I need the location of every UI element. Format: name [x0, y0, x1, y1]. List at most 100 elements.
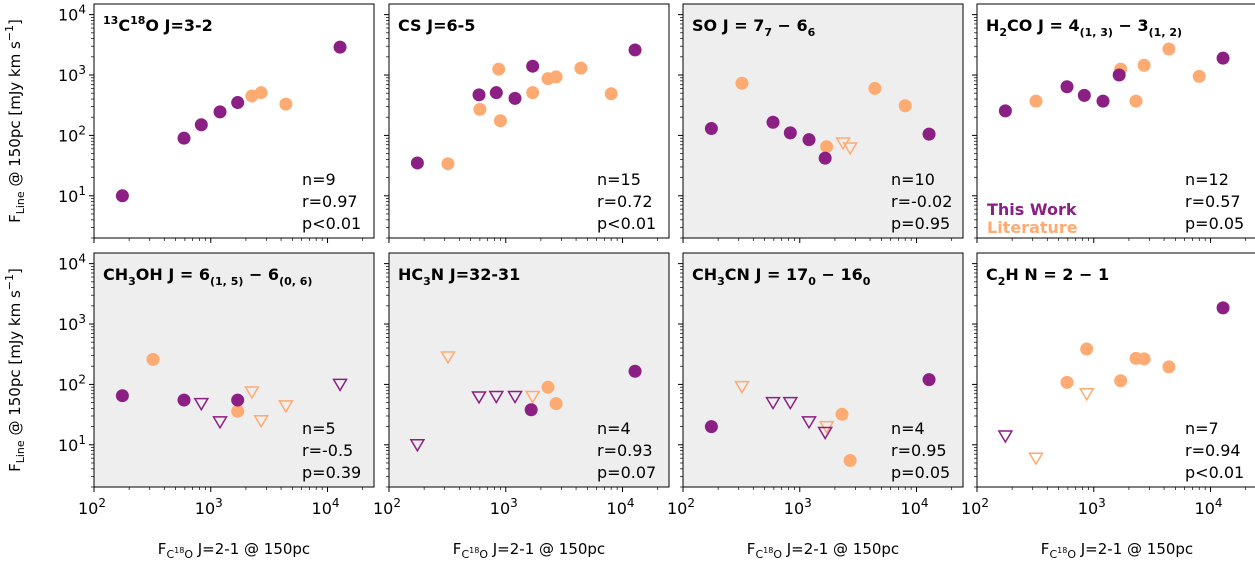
x-axis-label: FC18O J=2-1 @ 150pc [453, 540, 605, 561]
literature-point [1129, 94, 1143, 108]
this-work-point [802, 133, 816, 147]
this-work-point [818, 151, 832, 165]
panel-3: SO J = 77 − 66 n=10 r=-0.02 p=0.95 [678, 3, 964, 243]
stat-r: r=0.95 [891, 441, 947, 460]
x-tick-label: 104 [312, 496, 340, 518]
literature-point [441, 157, 455, 171]
stat-n: n=4 [891, 419, 925, 438]
panel-background [683, 253, 963, 487]
panel-frame [93, 3, 375, 239]
this-work-point [922, 373, 936, 387]
y-axis-label: FLine @ 150pc [mJy km s−1] [3, 268, 27, 472]
literature-point [549, 397, 563, 411]
panel-8: 102 103 104 C2H N = 2 − 1 n=7 r=0.94 p<0.01 [961, 252, 1255, 518]
this-work-point [922, 127, 936, 141]
stat-n: n=10 [891, 170, 935, 189]
panel-1: 101 102 103 104 13C18O J=3-2 n=9 r=0.97 p<0.01 [58, 3, 375, 243]
stat-r: r=0.57 [1185, 192, 1241, 211]
stat-r: r=0.94 [1185, 441, 1241, 460]
stat-n: n=5 [302, 419, 336, 438]
literature-point [146, 352, 160, 366]
literature-point [1162, 360, 1176, 374]
x-axis-label: FC18O J=2-1 @ 150pc [747, 540, 899, 561]
literature-point [843, 453, 857, 467]
this-work-upper-limit [817, 426, 833, 440]
literature-point [541, 380, 555, 394]
stat-n: n=7 [1185, 419, 1219, 438]
x-tick-label: 104 [901, 496, 929, 518]
y-tick-label: 104 [58, 252, 86, 274]
x-tick-label: 104 [607, 496, 635, 518]
literature-point [1080, 342, 1094, 356]
panel-frame [682, 252, 964, 488]
literature-point [1137, 58, 1151, 72]
this-work-upper-limit [409, 439, 426, 453]
stat-r: r=-0.5 [302, 441, 353, 460]
this-work-point [1216, 301, 1230, 315]
this-work-point [1216, 51, 1230, 65]
this-work-point [115, 389, 129, 403]
literature-upper-limit [524, 390, 541, 404]
x-tick-label: 102 [373, 496, 401, 518]
literature-point [254, 86, 268, 100]
literature-point [1192, 69, 1206, 83]
this-work-point [194, 118, 208, 132]
stat-p: p=0.07 [597, 463, 656, 482]
panel-background [94, 4, 374, 238]
y-tick-label: 104 [58, 3, 86, 25]
literature-point [1114, 374, 1128, 388]
panel-5: 101 102 103 104 102 103 104 CH3OH J = 6(1, 5) −… [58, 252, 375, 518]
this-work-upper-limit [997, 430, 1014, 444]
literature-point [549, 70, 563, 84]
legend-literature: Literature [987, 218, 1078, 237]
stat-r: r=0.93 [597, 441, 653, 460]
this-work-upper-limit [765, 396, 781, 411]
x-tick-label: 102 [78, 496, 106, 518]
y-tick-label: 103 [58, 63, 86, 85]
x-tick-label: 103 [195, 496, 223, 518]
this-work-upper-limit [782, 396, 799, 411]
legend-this-work: This Work [987, 200, 1077, 219]
literature-upper-limit [734, 380, 750, 395]
this-work-point [628, 43, 642, 57]
stat-n: n=15 [597, 170, 641, 189]
literature-point [1162, 42, 1176, 56]
panel-frame [976, 252, 1255, 488]
stat-p: p<0.01 [1185, 463, 1244, 482]
x-tick-label: 104 [1195, 496, 1223, 518]
literature-upper-limit [1028, 452, 1044, 466]
this-work-point [231, 393, 245, 407]
literature-point [231, 404, 245, 418]
x-axis-label: FC18O J=2-1 @ 150pc [1041, 540, 1193, 561]
x-tick-label: 103 [1078, 496, 1106, 518]
stat-r: r=0.97 [302, 192, 358, 211]
literature-point [493, 114, 507, 128]
literature-upper-limit [278, 400, 294, 414]
literature-point [898, 99, 912, 113]
stat-n: n=12 [1185, 170, 1229, 189]
stat-p: p<0.01 [597, 214, 656, 233]
x-tick-label: 103 [784, 496, 812, 518]
stat-p: p=0.39 [302, 463, 361, 482]
panel-background [683, 4, 963, 238]
literature-point [735, 76, 749, 90]
this-work-point [472, 88, 486, 102]
this-work-point [704, 122, 718, 136]
this-work-point [524, 403, 538, 417]
this-work-point [1112, 68, 1126, 82]
stat-p: p=0.05 [1185, 214, 1244, 233]
literature-point [835, 407, 849, 421]
this-work-upper-limit [193, 397, 210, 412]
panel-title: HC3N J=32-31 [398, 265, 520, 288]
panel-frame [93, 252, 375, 488]
this-work-point [704, 420, 718, 434]
panel-title: H2CO J = 4(1, 3) − 3(1, 2) [986, 16, 1182, 39]
this-work-point [489, 86, 503, 100]
y-tick-label: 102 [58, 123, 86, 145]
literature-point [1029, 94, 1043, 108]
panel-frame [388, 3, 670, 239]
y-tick-label: 101 [58, 184, 86, 206]
this-work-point [177, 131, 191, 145]
literature-point [868, 81, 882, 95]
